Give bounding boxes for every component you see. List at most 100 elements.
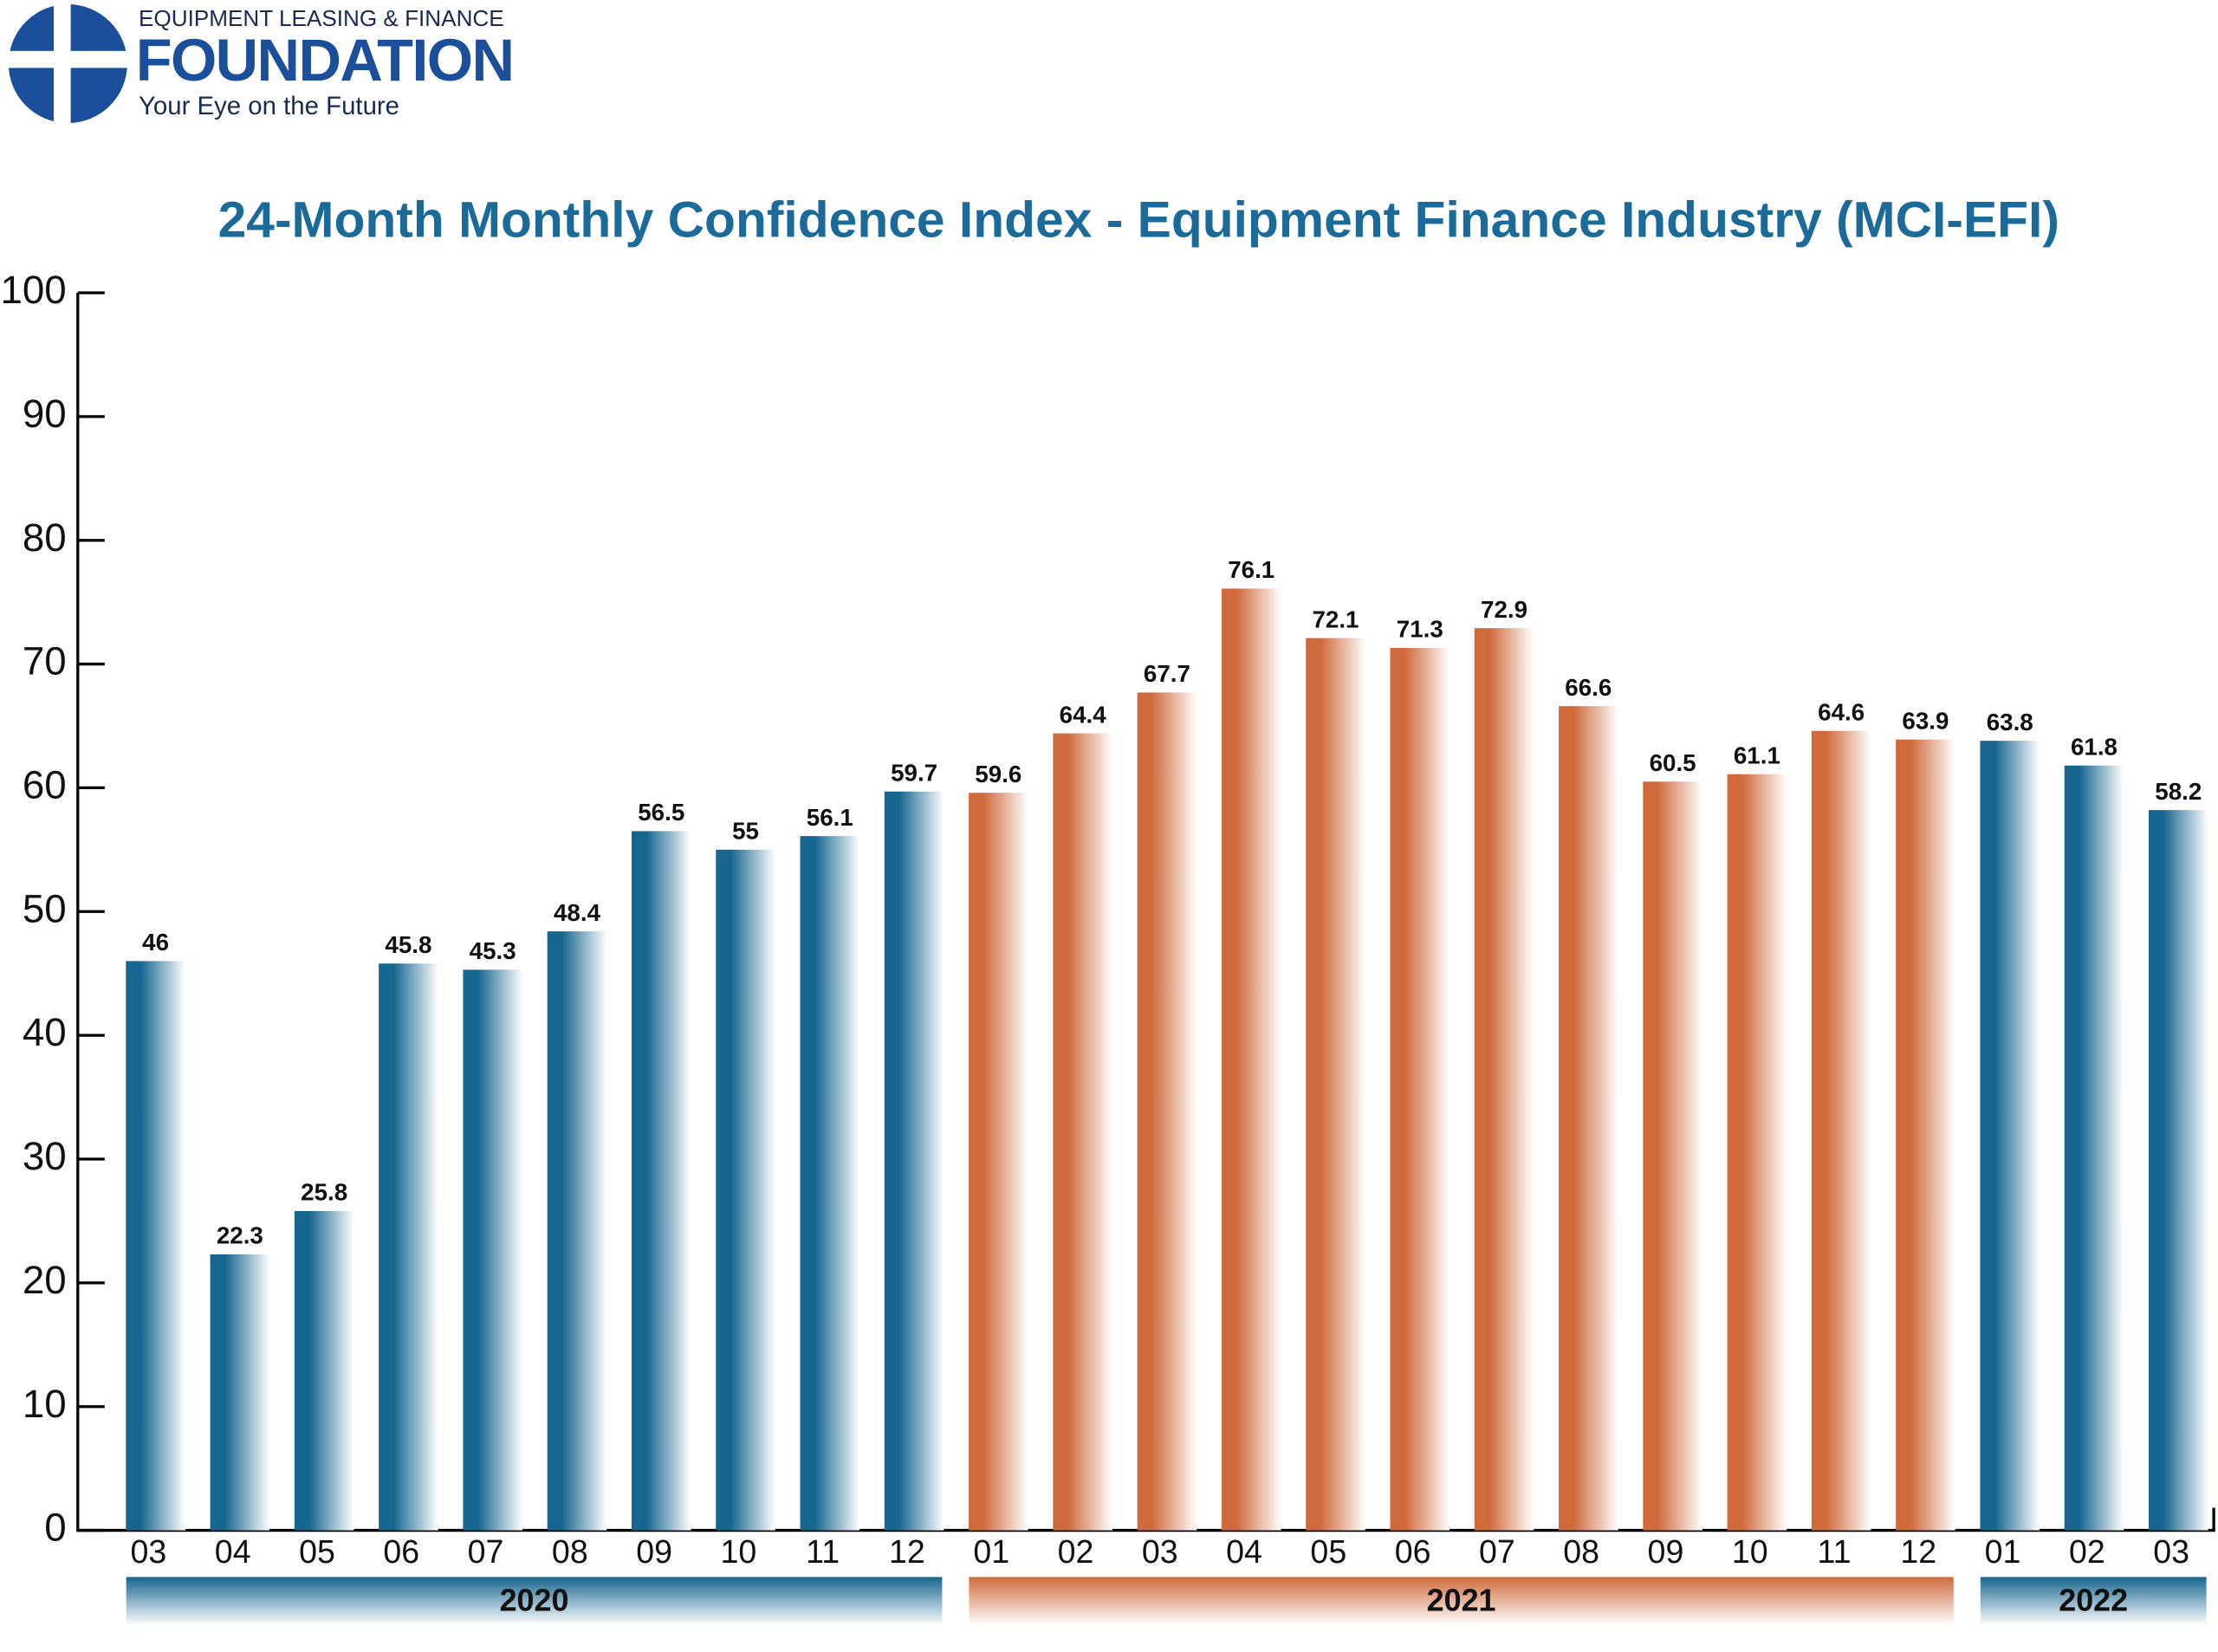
x-tick-label: 04 — [215, 1533, 251, 1570]
y-tick-label: 70 — [23, 639, 67, 683]
bar — [1221, 588, 1281, 1531]
bar — [716, 849, 775, 1531]
bar — [463, 969, 522, 1531]
logo-tagline: Your Eye on the Future — [139, 92, 399, 120]
bar — [1390, 647, 1450, 1531]
y-tick-label: 30 — [23, 1134, 67, 1178]
bar — [1053, 733, 1112, 1531]
x-tick-label: 07 — [1479, 1533, 1515, 1570]
value-label: 76.1 — [1228, 556, 1274, 583]
value-label: 48.4 — [554, 899, 601, 926]
logo-line: EQUIPMENT LEASING & FINANCE — [139, 5, 504, 31]
value-label: 60.5 — [1650, 749, 1696, 776]
bar — [1643, 781, 1702, 1531]
x-tick-label: 09 — [1648, 1533, 1684, 1570]
x-tick-label: 03 — [131, 1533, 167, 1570]
value-label: 55 — [732, 818, 759, 845]
value-label: 72.1 — [1312, 606, 1359, 632]
bar — [1896, 739, 1955, 1531]
value-label: 72.9 — [1481, 596, 1527, 623]
bar — [294, 1210, 354, 1531]
bar — [126, 961, 185, 1531]
value-label: 64.6 — [1818, 698, 1865, 725]
x-tick-label: 06 — [383, 1533, 419, 1570]
x-tick-label: 08 — [552, 1533, 588, 1570]
value-label: 67.7 — [1144, 660, 1190, 687]
bar — [1474, 628, 1534, 1531]
x-tick-label: 03 — [1142, 1533, 1178, 1570]
y-tick-label: 100 — [0, 268, 66, 312]
y-tick-label: 60 — [23, 762, 67, 807]
x-tick-label: 01 — [973, 1533, 1009, 1570]
bar — [379, 963, 438, 1531]
y-tick-label: 20 — [23, 1258, 67, 1302]
x-tick-label: 12 — [889, 1533, 925, 1570]
legend-label: 2021 — [1427, 1582, 1496, 1617]
value-label: 63.9 — [1902, 707, 1949, 734]
x-tick-label: 06 — [1395, 1533, 1431, 1570]
x-tick-label: 10 — [720, 1533, 756, 1570]
y-tick-label: 10 — [23, 1382, 67, 1426]
bar — [800, 836, 860, 1531]
bar — [884, 791, 944, 1531]
value-label: 56.1 — [807, 804, 853, 831]
value-label: 64.4 — [1060, 701, 1107, 728]
y-tick-label: 40 — [23, 1010, 67, 1054]
bar — [2064, 765, 2124, 1531]
x-tick-label: 05 — [299, 1533, 335, 1570]
value-label: 58.2 — [2155, 778, 2202, 805]
bar — [1137, 692, 1197, 1531]
bar — [1980, 741, 2040, 1531]
bar — [2149, 810, 2208, 1531]
bar — [1306, 638, 1365, 1531]
value-label: 25.8 — [301, 1179, 347, 1206]
x-tick-label: 03 — [2153, 1533, 2189, 1570]
value-label: 45.3 — [470, 937, 516, 964]
y-tick-label: 80 — [23, 515, 67, 560]
y-tick-label: 0 — [44, 1506, 66, 1550]
logo: EQUIPMENT LEASING & FINANCE FOUNDATION Y… — [8, 3, 515, 124]
value-label: 61.8 — [2071, 733, 2117, 760]
legend-band — [969, 1577, 1954, 1625]
x-tick-label: 08 — [1563, 1533, 1599, 1570]
logo-band — [54, 3, 71, 124]
x-tick-label: 07 — [468, 1533, 504, 1570]
x-tick-label: 01 — [1985, 1533, 2021, 1570]
legend-band — [1980, 1577, 2207, 1625]
value-label: 66.6 — [1565, 674, 1612, 701]
value-label: 56.5 — [638, 799, 684, 826]
legend-label: 2020 — [500, 1582, 569, 1617]
x-tick-label: 09 — [636, 1533, 672, 1570]
x-tick-label: 11 — [806, 1533, 840, 1570]
bar — [210, 1254, 270, 1531]
x-tick-label: 02 — [2069, 1533, 2105, 1570]
bar — [1559, 706, 1618, 1531]
bar — [1811, 730, 1871, 1531]
x-tick-label: 11 — [1818, 1533, 1852, 1570]
value-label: 45.8 — [385, 931, 431, 958]
value-label: 59.7 — [891, 759, 937, 786]
y-tick-label: 90 — [23, 392, 67, 436]
x-tick-label: 10 — [1732, 1533, 1768, 1570]
value-label: 59.6 — [975, 761, 1021, 787]
value-label: 46 — [142, 929, 169, 956]
value-label: 63.8 — [1987, 709, 2033, 735]
bar — [969, 793, 1028, 1531]
chart-title: 24-Month Monthly Confidence Index - Equi… — [218, 192, 2059, 249]
value-label: 61.1 — [1734, 742, 1780, 768]
legend-band — [126, 1577, 943, 1625]
value-label: 71.3 — [1397, 616, 1443, 643]
x-tick-label: 12 — [1900, 1533, 1936, 1570]
logo-name: FOUNDATION — [136, 27, 514, 94]
x-tick-label: 05 — [1310, 1533, 1346, 1570]
bar — [547, 931, 607, 1531]
x-tick-label: 04 — [1226, 1533, 1262, 1570]
value-label: 22.3 — [217, 1222, 263, 1249]
bar — [631, 831, 691, 1531]
y-tick-label: 50 — [23, 886, 67, 930]
legend-label: 2022 — [2059, 1582, 2128, 1617]
bar — [1727, 774, 1787, 1531]
x-tick-label: 02 — [1058, 1533, 1094, 1570]
